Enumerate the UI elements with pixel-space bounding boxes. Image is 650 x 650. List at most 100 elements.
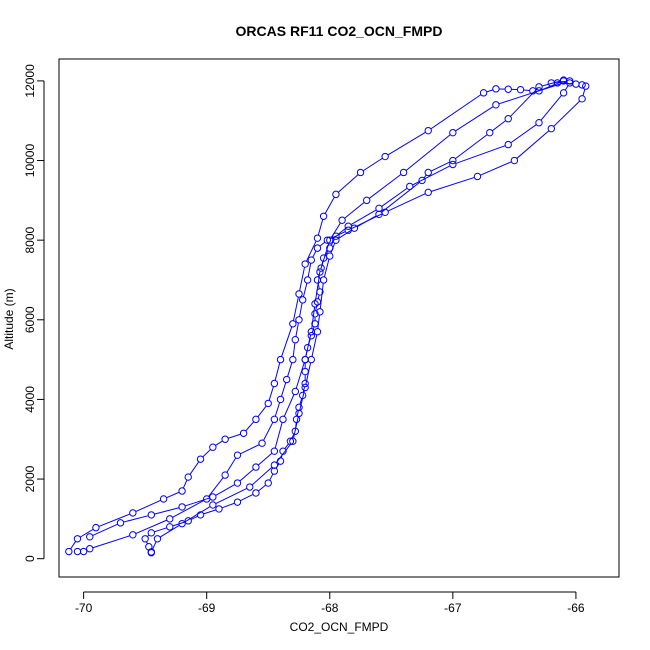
series-segment: [296, 410, 299, 417]
series-segment: [510, 124, 537, 144]
series-segment: [486, 89, 494, 93]
y-tick-label: 2000: [23, 465, 37, 492]
data-point: [86, 545, 94, 553]
series-segment: [70, 541, 77, 550]
series-segment: [154, 527, 167, 533]
data-point: [147, 529, 156, 537]
series-segment: [226, 457, 237, 473]
data-point: [317, 264, 325, 272]
series-segment: [344, 201, 365, 219]
series-5: [147, 76, 568, 556]
series-segment: [324, 196, 335, 214]
data-point: [492, 85, 500, 93]
data-point: [159, 495, 168, 503]
series-segment: [455, 106, 494, 132]
series-segment: [305, 334, 312, 357]
series-segment: [317, 314, 321, 329]
series-segment: [240, 493, 254, 502]
series-segment: [92, 523, 118, 536]
series-segment: [154, 507, 180, 515]
series-segment: [320, 243, 330, 270]
data-point: [270, 379, 279, 388]
series-segment: [281, 326, 293, 357]
data-point: [311, 310, 319, 318]
series-segment: [295, 362, 305, 389]
series-segment: [166, 491, 180, 499]
series-segment: [455, 134, 488, 160]
data-point: [264, 399, 272, 408]
data-point: [424, 168, 432, 177]
y-tick-label: 10000: [23, 144, 37, 178]
data-point: [535, 83, 543, 91]
data-point: [276, 395, 285, 404]
data-point: [246, 483, 254, 491]
series-segment: [258, 484, 267, 492]
data-point: [301, 379, 309, 388]
series-segment: [258, 452, 273, 466]
series-segment: [293, 296, 299, 321]
data-point: [424, 126, 432, 135]
series-segment: [239, 468, 254, 482]
series-segment: [274, 422, 283, 449]
series-segment: [269, 473, 274, 481]
series-segment: [274, 402, 281, 417]
series-segment: [564, 85, 569, 91]
data-point: [418, 176, 426, 185]
data-point: [362, 196, 371, 205]
data-point: [319, 212, 328, 220]
data-point: [504, 140, 512, 149]
series-segment: [302, 386, 305, 393]
series-segment: [319, 283, 324, 309]
series-segment: [189, 461, 200, 475]
data-point: [184, 473, 192, 481]
data-point: [301, 383, 309, 392]
series-segment: [307, 263, 312, 277]
data-point: [313, 244, 322, 252]
series-segment: [337, 174, 359, 193]
data-point: [303, 343, 312, 352]
plot-frame: [58, 58, 620, 578]
series-segment: [492, 120, 506, 132]
series-segment: [329, 231, 346, 240]
series-segment: [274, 362, 281, 381]
data-point: [73, 535, 82, 543]
data-point: [529, 87, 537, 95]
series-segment: [92, 535, 130, 549]
series-segment: [190, 515, 198, 520]
series-segment: [295, 322, 299, 337]
data-point: [178, 487, 186, 495]
series-segment: [299, 302, 303, 317]
data-point: [289, 355, 297, 364]
axes-layer: -70 -69 -68 -67 -66 0 2000 4000 6000 8000 10000 120…: [23, 64, 585, 615]
data-point: [147, 548, 156, 556]
data-point: [252, 415, 260, 424]
series-segment: [240, 444, 260, 455]
data-point: [301, 260, 309, 268]
y-tick-label: 0: [23, 555, 37, 562]
series-segment: [315, 304, 318, 311]
data-point: [233, 451, 242, 459]
data-point: [295, 316, 303, 324]
series-segment: [317, 270, 321, 278]
series-segment: [311, 326, 315, 333]
series-segment: [98, 513, 131, 527]
series-segment: [516, 130, 550, 159]
data-point: [504, 85, 512, 93]
series-segment: [541, 80, 561, 87]
data-point: [572, 80, 580, 88]
series-2: [65, 77, 568, 556]
series-segment: [275, 443, 292, 463]
data-point: [510, 156, 519, 165]
series-segment: [381, 187, 408, 207]
series-segment: [430, 161, 451, 172]
data-point: [559, 89, 568, 97]
data-point: [270, 447, 279, 455]
series-segment: [182, 479, 188, 489]
series-segment: [292, 342, 296, 357]
series-segment: [480, 161, 512, 176]
data-point: [323, 236, 332, 244]
series-layer: [65, 76, 590, 557]
series-segment: [203, 509, 217, 515]
data-point: [166, 515, 174, 523]
chart-title: ORCAS RF11 CO2_OCN_FMPD: [236, 23, 443, 39]
